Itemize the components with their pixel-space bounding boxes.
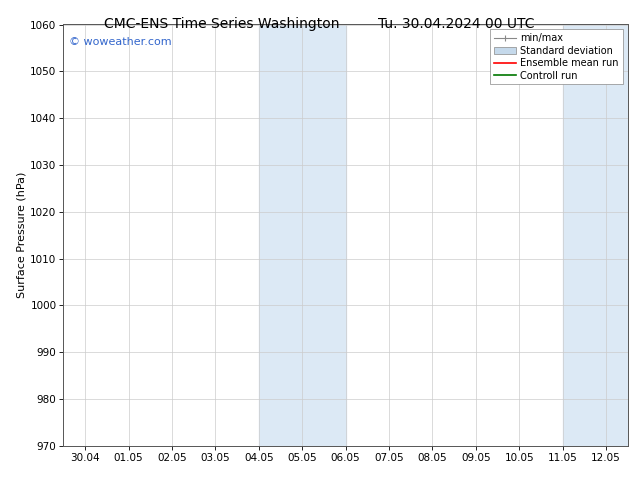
Text: © woweather.com: © woweather.com [69,37,172,47]
Bar [562,24,628,446]
Legend: min/max, Standard deviation, Ensemble mean run, Controll run: min/max, Standard deviation, Ensemble me… [490,29,623,84]
Y-axis label: Surface Pressure (hPa): Surface Pressure (hPa) [16,172,26,298]
Bar [259,24,346,446]
Text: CMC-ENS Time Series Washington: CMC-ENS Time Series Washington [104,17,340,31]
Text: Tu. 30.04.2024 00 UTC: Tu. 30.04.2024 00 UTC [378,17,534,31]
